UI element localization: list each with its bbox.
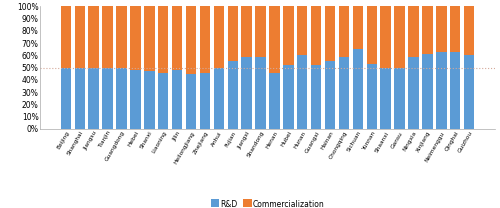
Bar — [256, 6, 266, 57]
Bar — [436, 6, 446, 52]
Bar — [380, 68, 391, 129]
Bar — [228, 6, 238, 62]
Bar — [352, 49, 363, 129]
Bar — [102, 68, 113, 129]
Bar — [144, 71, 154, 129]
Bar — [242, 57, 252, 129]
Bar — [408, 57, 418, 129]
Bar — [450, 52, 460, 129]
Bar — [256, 57, 266, 129]
Bar — [311, 65, 322, 129]
Bar — [172, 6, 182, 70]
Bar — [422, 54, 432, 129]
Bar — [408, 6, 418, 57]
Bar — [450, 6, 460, 52]
Bar — [102, 6, 113, 68]
Bar — [200, 6, 210, 73]
Bar — [339, 6, 349, 57]
Bar — [88, 6, 99, 68]
Bar — [214, 68, 224, 129]
Bar — [269, 73, 280, 129]
Bar — [186, 6, 196, 74]
Bar — [144, 6, 154, 71]
Bar — [74, 68, 85, 129]
Bar — [283, 65, 294, 129]
Bar — [352, 6, 363, 49]
Legend: R&D, Commercialization: R&D, Commercialization — [208, 197, 328, 208]
Bar — [366, 6, 377, 64]
Bar — [394, 68, 405, 129]
Bar — [311, 6, 322, 65]
Bar — [283, 6, 294, 65]
Bar — [464, 6, 474, 55]
Bar — [74, 6, 85, 68]
Bar — [297, 6, 308, 55]
Bar — [325, 6, 336, 62]
Bar — [130, 6, 140, 70]
Bar — [366, 64, 377, 129]
Bar — [60, 68, 71, 129]
Bar — [269, 6, 280, 73]
Bar — [200, 73, 210, 129]
Bar — [325, 62, 336, 129]
Bar — [436, 52, 446, 129]
Bar — [88, 68, 99, 129]
Bar — [394, 6, 405, 68]
Bar — [214, 6, 224, 68]
Bar — [380, 6, 391, 68]
Bar — [130, 70, 140, 129]
Bar — [297, 55, 308, 129]
Bar — [158, 6, 168, 73]
Bar — [186, 74, 196, 129]
Bar — [228, 62, 238, 129]
Bar — [242, 6, 252, 57]
Bar — [172, 70, 182, 129]
Bar — [422, 6, 432, 54]
Bar — [116, 68, 126, 129]
Bar — [158, 73, 168, 129]
Bar — [464, 55, 474, 129]
Bar — [339, 57, 349, 129]
Bar — [60, 6, 71, 68]
Bar — [116, 6, 126, 68]
